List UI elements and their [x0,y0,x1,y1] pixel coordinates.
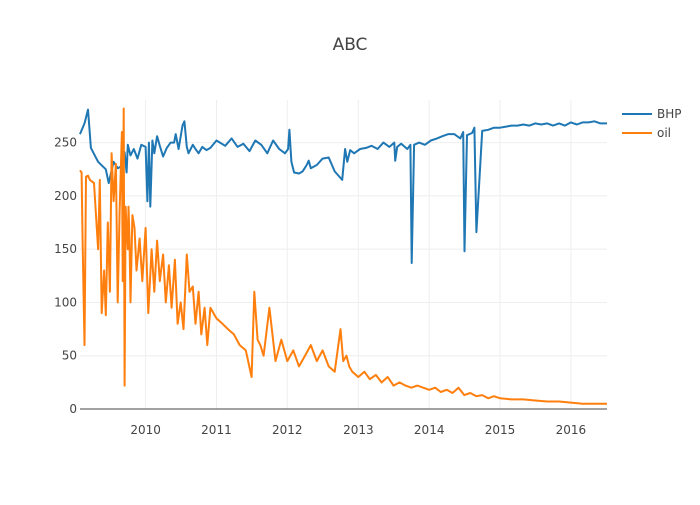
x-tick-label: 2014 [414,423,445,437]
y-tick-label: 250 [54,136,77,150]
y-tick-label: 200 [54,189,77,203]
y-tick-label: 150 [54,242,77,256]
x-tick-label: 2013 [343,423,374,437]
legend[interactable]: BHP oil [622,107,682,140]
x-tick-label: 2016 [556,423,587,437]
series-line-bhp[interactable] [79,108,607,264]
y-tick-label: 50 [62,349,77,363]
legend-label-oil: oil [657,126,671,140]
x-tick-label: 2012 [272,423,303,437]
chart-title: ABC [333,35,368,55]
series-layer [79,107,607,405]
y-tick-label: 0 [69,402,77,416]
axes: 0 50 100 150 200 250 2010 2011 2012 2013 2014 2015 2… [54,136,607,437]
series-line-oil[interactable] [79,107,607,405]
legend-label-bhp: BHP [657,107,682,121]
x-tick-label: 2011 [201,423,232,437]
x-tick-label: 2010 [130,423,161,437]
legend-item-bhp[interactable]: BHP [622,107,682,121]
y-tick-label: 100 [54,295,77,309]
legend-item-oil[interactable]: oil [622,126,671,140]
x-tick-label: 2015 [485,423,516,437]
